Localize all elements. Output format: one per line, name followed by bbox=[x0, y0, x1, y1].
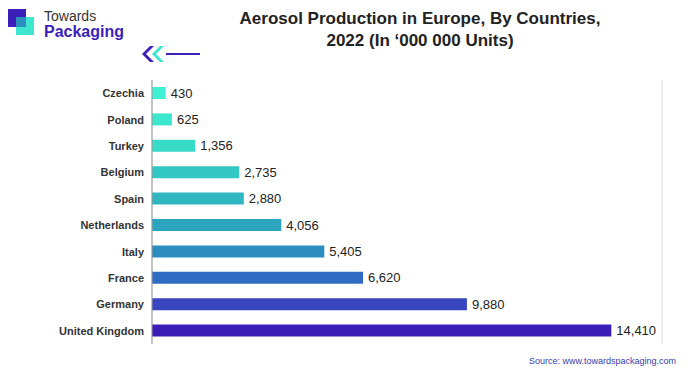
svg-text:Czechia: Czechia bbox=[102, 87, 144, 99]
svg-text:Belgium: Belgium bbox=[101, 166, 145, 178]
svg-text:4,056: 4,056 bbox=[286, 218, 319, 233]
svg-text:Spain: Spain bbox=[114, 193, 144, 205]
svg-text:Netherlands: Netherlands bbox=[80, 219, 144, 231]
html-text:Source: www.towardspackaging.c: Source: www.towardspackaging.com bbox=[528, 356, 676, 366]
svg-text:6,620: 6,620 bbox=[368, 270, 401, 285]
svg-text:5,405: 5,405 bbox=[329, 244, 362, 259]
svg-text:Italy: Italy bbox=[122, 246, 145, 258]
svg-text:14,410: 14,410 bbox=[616, 323, 656, 338]
svg-text:United Kingdom: United Kingdom bbox=[59, 325, 144, 337]
svg-text:625: 625 bbox=[177, 112, 199, 127]
svg-text:Turkey: Turkey bbox=[109, 140, 145, 152]
svg-text:Poland: Poland bbox=[107, 114, 144, 126]
html-text:Packaging: Packaging bbox=[44, 23, 124, 40]
svg-text:2,735: 2,735 bbox=[244, 165, 277, 180]
svg-text:1,356: 1,356 bbox=[200, 138, 233, 153]
svg-text:430: 430 bbox=[171, 86, 193, 101]
svg-text:2,880: 2,880 bbox=[249, 191, 282, 206]
svg-text:France: France bbox=[108, 272, 144, 284]
svg-text:9,880: 9,880 bbox=[472, 297, 505, 312]
html-text:Aerosol Production in Europe,: Aerosol Production in Europe, By Countri… bbox=[239, 9, 601, 50]
html-text:Towards: Towards bbox=[44, 8, 97, 24]
svg-text:Germany: Germany bbox=[96, 298, 145, 310]
